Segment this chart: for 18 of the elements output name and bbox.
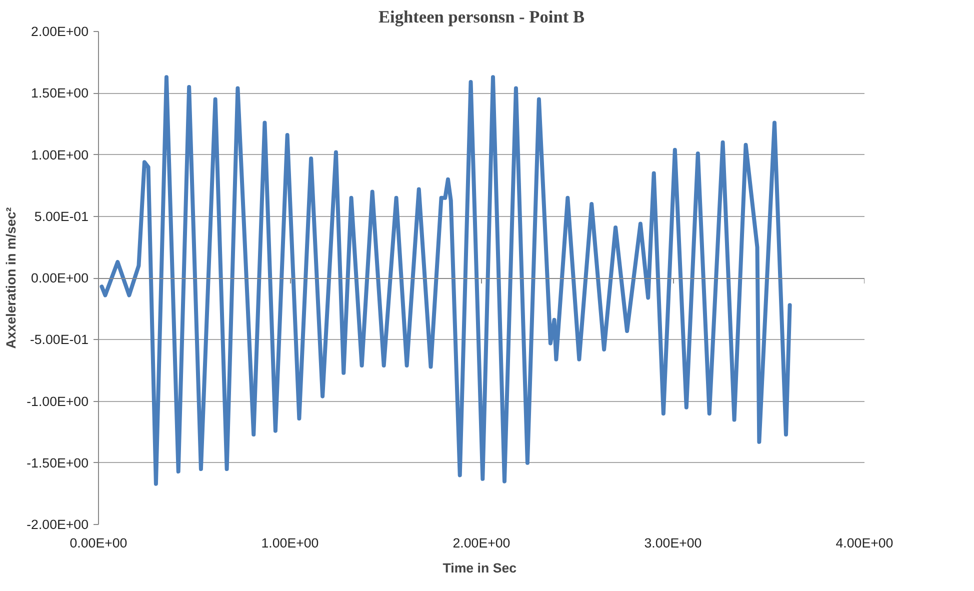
x-tick-label: 1.00E+00	[261, 536, 319, 550]
y-tick-label: 5.00E-01	[34, 208, 88, 224]
x-tick-label: 0.00E+00	[70, 536, 128, 550]
chart-title: Eighteen personsn - Point B	[378, 8, 585, 26]
line-series	[100, 75, 792, 486]
y-tick-label: 0.00E+00	[31, 270, 89, 286]
x-tick-label: 4.00E+00	[836, 536, 894, 550]
y-axis-title: Axxeleration in m/sec²	[4, 206, 19, 349]
x-tick-label: 3.00E+00	[644, 536, 702, 550]
y-tick-label: 2.00E+00	[31, 24, 89, 39]
y-tick-label: 1.00E+00	[31, 147, 89, 162]
y-tick-label: -1.00E+00	[26, 394, 89, 409]
y-tick-label: -5.00E-01	[30, 332, 89, 348]
y-tick-label: -1.50E+00	[26, 455, 89, 470]
y-tick-label: 1.50E+00	[31, 86, 89, 101]
x-axis-title: Time in Sec	[442, 560, 518, 576]
x-tick-label: 2.00E+00	[452, 536, 510, 550]
y-tick-label: -2.00E+00	[26, 517, 89, 532]
